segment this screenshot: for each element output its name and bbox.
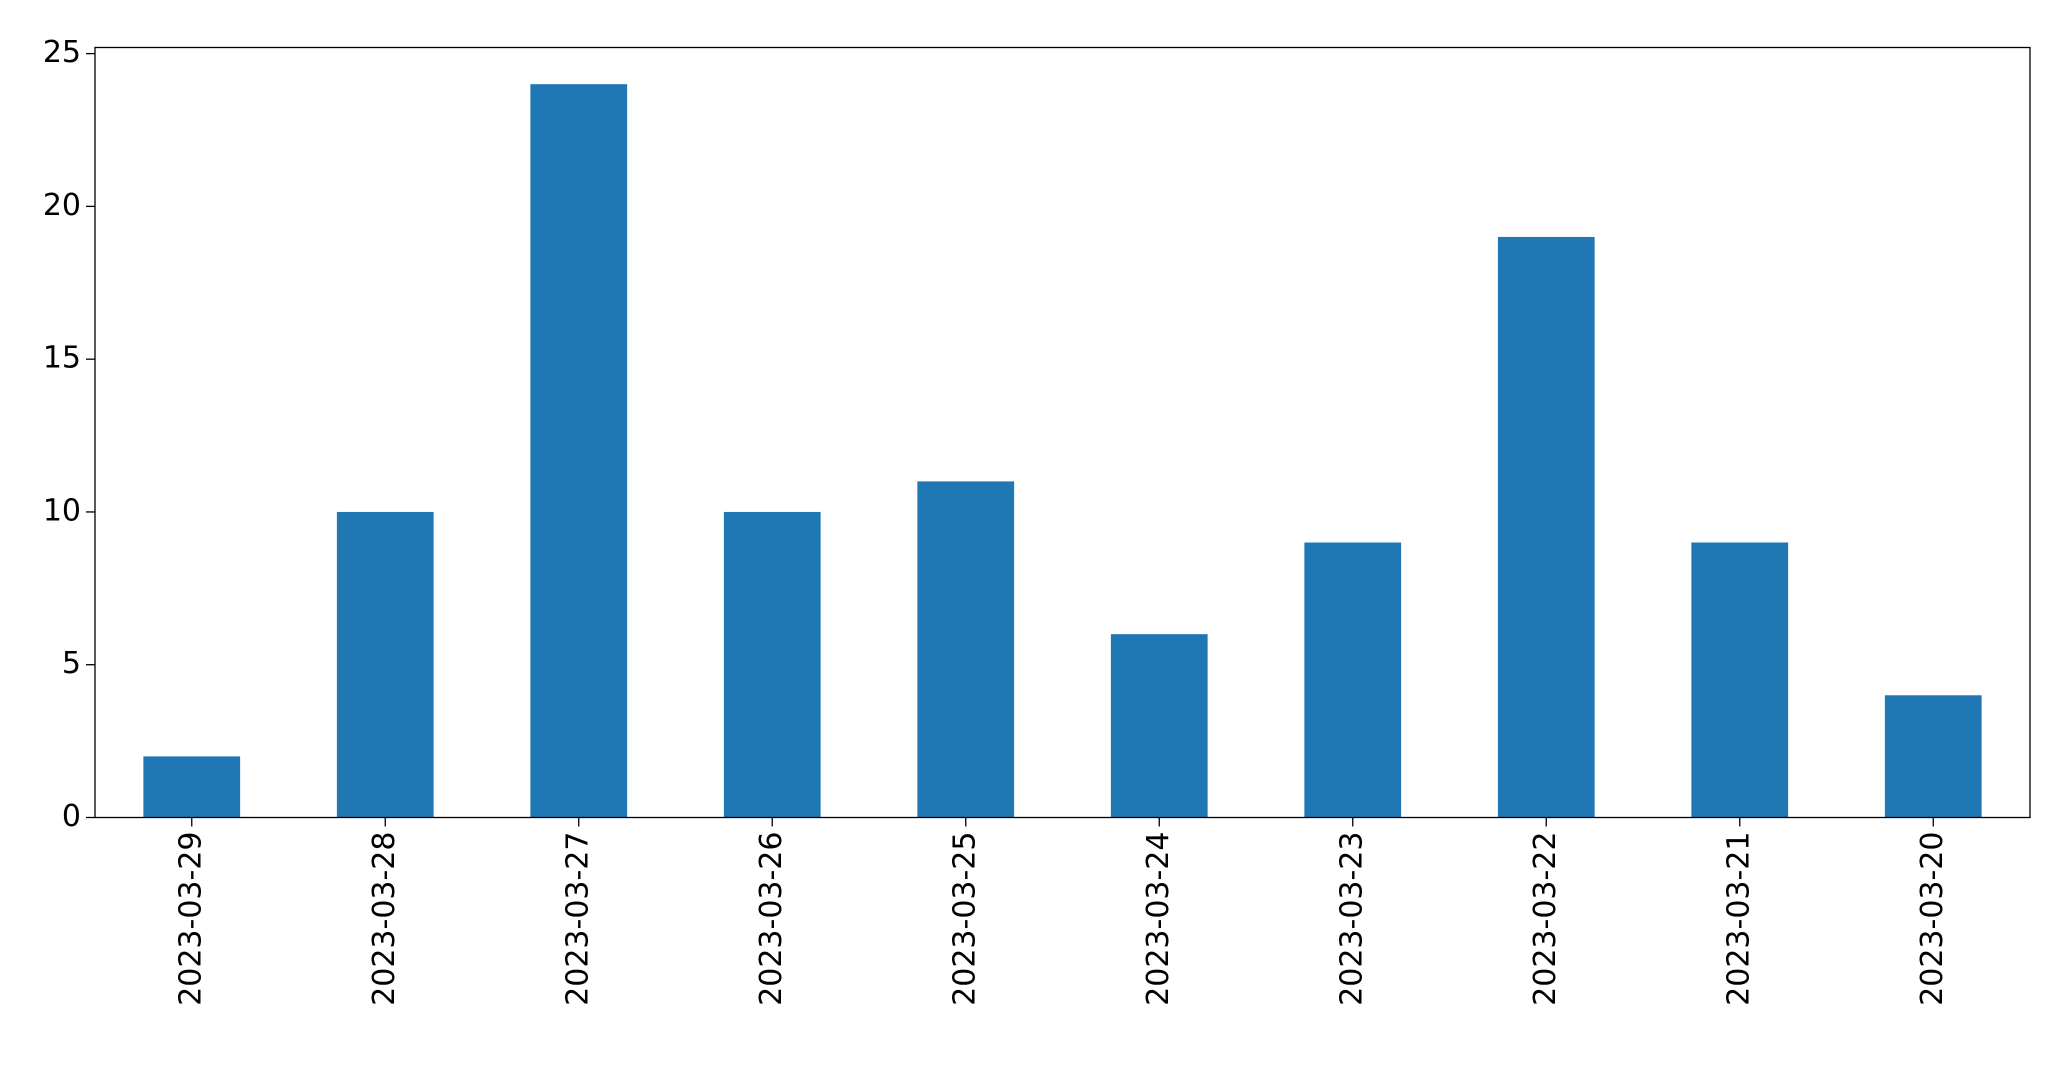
bar: [917, 481, 1015, 818]
x-tick-label: 2023-03-21: [1721, 832, 1756, 1006]
x-tick-label: 2023-03-27: [560, 832, 595, 1006]
x-tick-label: 2023-03-29: [173, 832, 208, 1006]
x-tick-label: 2023-03-28: [367, 832, 402, 1006]
x-tick-label: 2023-03-26: [754, 832, 789, 1006]
y-tick-label: 25: [43, 35, 81, 70]
bar: [143, 756, 241, 818]
x-tick-label: 2023-03-22: [1528, 832, 1563, 1006]
x-tick-label: 2023-03-23: [1334, 832, 1369, 1006]
y-tick-label: 0: [62, 799, 81, 834]
y-tick-label: 10: [43, 493, 81, 528]
bar: [1304, 542, 1402, 818]
x-tick-label: 2023-03-24: [1141, 832, 1176, 1006]
bar: [530, 84, 628, 818]
bar: [1884, 695, 1982, 818]
bar: [1110, 634, 1208, 818]
bar: [723, 511, 821, 818]
y-tick-label: 15: [43, 341, 81, 376]
bar: [1497, 236, 1595, 818]
plot-frame: [94, 46, 2031, 819]
y-tick-label: 5: [62, 646, 81, 681]
bar: [336, 511, 434, 818]
y-tick-label: 20: [43, 188, 81, 223]
bar: [1691, 542, 1789, 818]
x-tick-label: 2023-03-25: [947, 832, 982, 1006]
x-tick-label: 2023-03-20: [1915, 832, 1950, 1006]
